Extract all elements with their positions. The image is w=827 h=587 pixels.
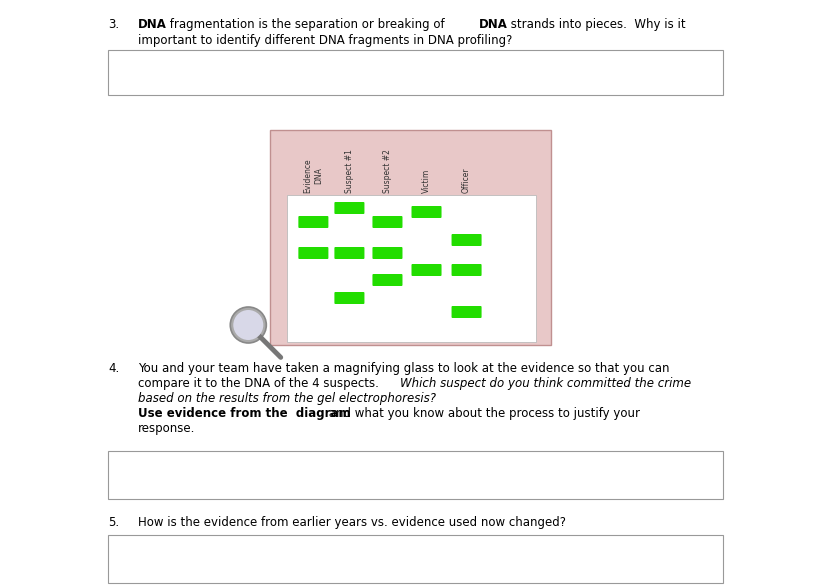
Text: strands into pieces.  Why is it: strands into pieces. Why is it (506, 18, 685, 31)
Bar (287, 195, 535, 342)
Text: DNA: DNA (478, 18, 507, 31)
Circle shape (230, 307, 266, 343)
Circle shape (233, 310, 263, 340)
Text: Use evidence from the  diagram: Use evidence from the diagram (138, 407, 351, 420)
Text: Evidence
DNA: Evidence DNA (304, 158, 323, 193)
Text: You and your team have taken a magnifying glass to look at the evidence so that : You and your team have taken a magnifyin… (138, 362, 669, 375)
Text: response.: response. (138, 422, 195, 435)
Text: Which suspect do you think committed the crime: Which suspect do you think committed the… (400, 377, 691, 390)
FancyBboxPatch shape (451, 234, 481, 246)
Bar (108, 535, 722, 583)
Text: Victim: Victim (422, 168, 431, 193)
FancyBboxPatch shape (451, 264, 481, 276)
Text: Officer: Officer (461, 167, 471, 193)
FancyBboxPatch shape (372, 274, 402, 286)
Text: based on the results from the gel electrophoresis?: based on the results from the gel electr… (138, 392, 436, 405)
Text: 4.: 4. (108, 362, 119, 375)
Text: How is the evidence from earlier years vs. evidence used now changed?: How is the evidence from earlier years v… (138, 516, 566, 529)
Text: 3.: 3. (108, 18, 119, 31)
Text: DNA: DNA (138, 18, 167, 31)
FancyBboxPatch shape (372, 247, 402, 259)
Bar (108, 50, 722, 95)
FancyBboxPatch shape (372, 216, 402, 228)
Text: and what you know about the process to justify your: and what you know about the process to j… (325, 407, 639, 420)
FancyBboxPatch shape (298, 247, 328, 259)
FancyBboxPatch shape (334, 202, 364, 214)
Bar (270, 130, 550, 345)
Text: fragmentation is the separation or breaking of: fragmentation is the separation or break… (166, 18, 448, 31)
Text: Suspect #2: Suspect #2 (383, 149, 391, 193)
Text: Suspect #1: Suspect #1 (345, 149, 353, 193)
FancyBboxPatch shape (411, 264, 441, 276)
FancyBboxPatch shape (334, 292, 364, 304)
FancyBboxPatch shape (298, 216, 328, 228)
Bar (108, 451, 722, 499)
Text: 5.: 5. (108, 516, 119, 529)
FancyBboxPatch shape (411, 206, 441, 218)
FancyBboxPatch shape (334, 247, 364, 259)
Text: compare it to the DNA of the 4 suspects.: compare it to the DNA of the 4 suspects. (138, 377, 382, 390)
Text: important to identify different DNA fragments in DNA profiling?: important to identify different DNA frag… (138, 34, 512, 47)
FancyBboxPatch shape (451, 306, 481, 318)
